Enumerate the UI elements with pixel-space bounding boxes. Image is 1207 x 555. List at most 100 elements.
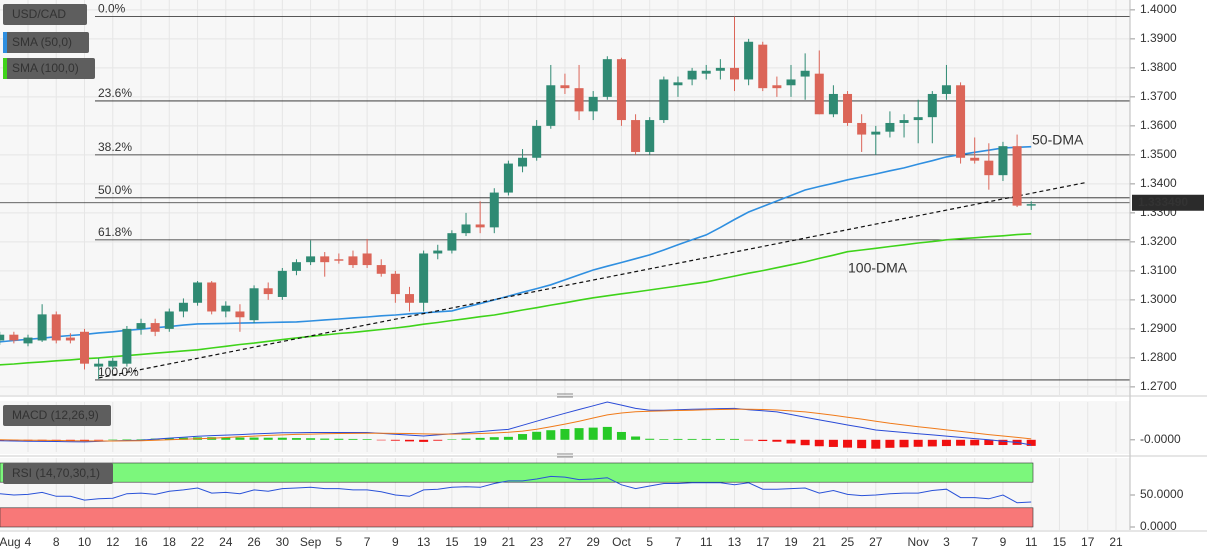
histogram-bar	[405, 439, 414, 442]
last-price-tag	[1132, 194, 1204, 211]
candle-body	[475, 224, 485, 228]
candle-body	[927, 93, 937, 118]
candle-body	[461, 224, 471, 234]
candle-body	[390, 273, 400, 295]
histogram-bar	[94, 439, 104, 441]
candle-body	[178, 302, 188, 312]
x-tick-label: 3	[943, 535, 950, 549]
candle-body	[263, 288, 273, 295]
candle-body	[899, 120, 909, 123]
x-tick-label: 8	[53, 535, 60, 549]
candle-body	[65, 337, 75, 341]
candle-body	[1026, 204, 1036, 206]
macd-line	[0, 408, 1032, 442]
candle-body	[857, 122, 867, 135]
histogram-bar	[715, 438, 725, 440]
histogram-bar	[729, 438, 739, 440]
histogram-bar	[814, 439, 824, 447]
x-tick-label: Sep	[300, 535, 322, 549]
candle-body	[291, 262, 301, 271]
x-tick-label: 29	[587, 535, 601, 549]
histogram-bar	[235, 437, 245, 440]
histogram-bar	[376, 439, 386, 441]
histogram-bar	[941, 439, 951, 447]
histogram-bar	[645, 438, 655, 440]
histogram-bar	[786, 439, 796, 444]
histogram-bar	[122, 439, 132, 440]
candle-body	[659, 79, 669, 121]
candle-body	[574, 88, 584, 112]
series-annotation: 100-DMA	[848, 260, 908, 276]
x-tick-label: 4	[25, 535, 32, 549]
candle-body	[376, 265, 386, 274]
x-tick-label: 12	[106, 535, 120, 549]
candle-body	[80, 331, 90, 364]
candle-body	[956, 85, 966, 158]
legend-text: RSI (14,70,30,1)	[12, 466, 100, 480]
legend-box	[3, 4, 87, 25]
candle-body	[913, 117, 923, 121]
x-tick-label: 19	[473, 535, 487, 549]
x-tick-label: 26	[247, 535, 261, 549]
candle-body	[998, 146, 1008, 176]
fib-label: 61.8%	[98, 225, 132, 239]
candle-body	[871, 131, 881, 135]
resize-handle[interactable]	[557, 393, 573, 458]
x-tick-label: 9	[1000, 535, 1007, 549]
x-tick-label: 11	[700, 535, 713, 549]
y-tick-label: 1.3700	[1140, 89, 1177, 103]
histogram-bar	[687, 438, 697, 440]
histogram-bar	[320, 438, 330, 440]
candle-body	[970, 157, 980, 161]
candle-body	[249, 288, 259, 321]
candle-body	[193, 282, 203, 303]
histogram-bar	[433, 439, 443, 441]
candle-body	[786, 79, 796, 86]
histogram-bar	[857, 439, 867, 449]
candle-body	[631, 120, 641, 152]
candle-body	[9, 334, 19, 341]
x-tick-label: 11	[1025, 535, 1038, 549]
histogram-bar	[659, 439, 669, 440]
candle-body	[518, 157, 528, 167]
fib-label: 0.0%	[98, 2, 126, 16]
candle-body	[800, 70, 810, 77]
histogram-bar	[532, 431, 542, 440]
histogram-bar	[136, 439, 146, 440]
candle-body	[94, 363, 104, 367]
histogram-bar	[828, 439, 838, 447]
x-tick-label: 7	[364, 535, 371, 549]
histogram-bar	[475, 437, 485, 440]
histogram-bar	[673, 438, 683, 440]
histogram-bar	[447, 439, 457, 440]
candle-body	[532, 125, 542, 158]
histogram-bar	[362, 439, 372, 440]
x-tick-label: 17	[756, 535, 770, 549]
histogram-bar	[574, 428, 584, 440]
x-tick-label: 7	[675, 535, 682, 549]
histogram-bar	[885, 439, 895, 448]
histogram-bar	[518, 434, 528, 440]
histogram-bar	[291, 438, 301, 440]
candle-body	[602, 59, 612, 97]
sma-line	[0, 233, 1032, 366]
candle-body	[150, 323, 160, 332]
histogram-bar	[998, 439, 1008, 446]
x-tick-label: 10	[78, 535, 92, 549]
histogram-bar	[334, 438, 344, 440]
y-tick-label: -0.0000	[1140, 432, 1181, 446]
candle-body	[560, 85, 570, 89]
candle-body	[772, 85, 782, 89]
legend-text: SMA (50,0)	[12, 35, 72, 49]
histogram-bar	[899, 439, 909, 448]
histogram-bar	[701, 438, 711, 440]
histogram-bar	[588, 427, 598, 440]
candle-body	[701, 70, 711, 74]
histogram-bar	[631, 436, 641, 440]
candle-body	[362, 253, 372, 266]
x-tick-label: 30	[276, 535, 290, 549]
candle-body	[941, 85, 951, 94]
y-tick-label: 1.2700	[1140, 379, 1177, 393]
x-tick-label: 5	[336, 535, 343, 549]
